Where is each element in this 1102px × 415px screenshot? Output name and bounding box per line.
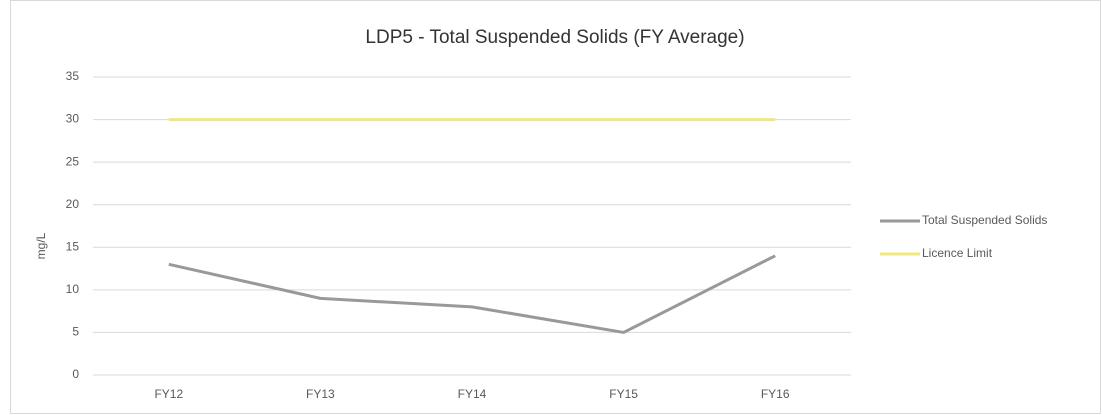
chart-title: LDP5 - Total Suspended Solids (FY Averag… — [365, 27, 744, 48]
line-series — [168, 254, 776, 334]
chart-border — [10, 0, 1101, 414]
y-tick-label: 0 — [72, 367, 79, 381]
x-tick-label: FY14 — [458, 387, 487, 401]
legend-label: Total Suspended Solids — [922, 213, 1047, 227]
x-tick-label: FY12 — [154, 387, 183, 401]
x-tick-label: FY16 — [761, 387, 790, 401]
y-tick-label: 25 — [66, 154, 80, 168]
y-tick-label: 30 — [66, 112, 80, 126]
y-tick-label: 35 — [66, 69, 80, 83]
y-axis-label: mg/L — [34, 232, 48, 259]
y-tick-label: 20 — [66, 197, 80, 211]
legend-label: Licence Limit — [922, 246, 993, 260]
x-tick-label: FY13 — [306, 387, 335, 401]
y-tick-label: 5 — [72, 325, 79, 339]
y-tick-label: 15 — [66, 239, 80, 253]
x-tick-label: FY15 — [609, 387, 638, 401]
y-tick-label: 10 — [66, 282, 80, 296]
